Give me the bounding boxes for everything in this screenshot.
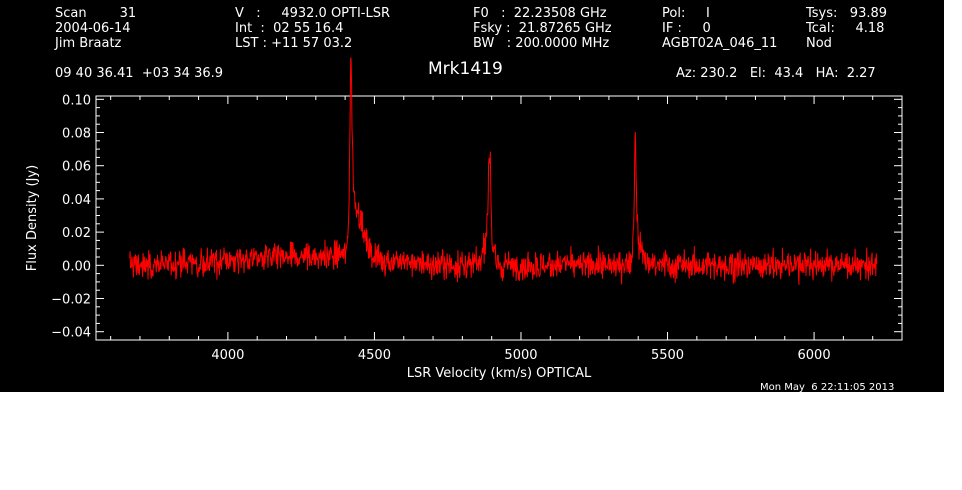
plot-window bbox=[0, 0, 944, 392]
y-tick-label: 0.04 bbox=[62, 193, 91, 208]
lst-info: LST : +11 57 03.2 bbox=[235, 36, 353, 51]
obs-date: 2004-06-14 bbox=[55, 21, 131, 36]
velocity-info: V : 4932.0 OPTI-LSR bbox=[235, 6, 391, 21]
x-axis-label: LSR Velocity (km/s) OPTICAL bbox=[407, 366, 592, 381]
y-tick-label: 0.10 bbox=[62, 93, 91, 108]
integration-info: Int : 02 55 16.4 bbox=[235, 21, 344, 36]
y-tick-label: 0.02 bbox=[62, 226, 91, 241]
proc-mode: Nod bbox=[806, 36, 832, 51]
y-tick-label: −0.02 bbox=[51, 293, 91, 308]
source-name: Mrk1419 bbox=[428, 59, 503, 79]
x-tick-label: 4000 bbox=[211, 348, 244, 363]
tcal: Tcal: 4.18 bbox=[806, 21, 885, 36]
y-axis-label: Flux Density (Jy) bbox=[25, 165, 40, 271]
x-tick-label: 4500 bbox=[358, 348, 391, 363]
rest-freq: F0 : 22.23508 GHz bbox=[473, 6, 607, 21]
y-tick-label: 0.08 bbox=[62, 127, 91, 142]
plot-timestamp: Mon May 6 22:11:05 2013 bbox=[760, 382, 895, 393]
az-el-ha: Az: 230.2 El: 43.4 HA: 2.27 bbox=[676, 66, 876, 81]
y-tick-label: 0.00 bbox=[62, 259, 91, 274]
project-id: AGBT02A_046_11 bbox=[662, 36, 778, 51]
spectrum-line bbox=[129, 57, 878, 285]
polarization: Pol: I bbox=[662, 6, 710, 21]
bandwidth: BW : 200.0000 MHz bbox=[473, 36, 610, 51]
tsys: Tsys: 93.89 bbox=[806, 6, 888, 21]
spectrum-chart: 4000 4500 5000 5500 6000 −0.04 −0.02 0.00 0.02 0.… bbox=[25, 57, 903, 381]
if-number: IF : 0 bbox=[662, 21, 711, 36]
y-tick-label: 0.06 bbox=[62, 160, 91, 175]
observer: Jim Braatz bbox=[55, 36, 122, 51]
x-tick-label: 6000 bbox=[798, 348, 831, 363]
source-coords: 09 40 36.41 +03 34 36.9 bbox=[55, 66, 224, 81]
y-tick-label: −0.04 bbox=[51, 326, 91, 341]
scan-label: Scan 31 bbox=[55, 6, 137, 21]
plot-frame bbox=[95, 95, 903, 341]
sky-freq: Fsky : 21.87265 GHz bbox=[473, 21, 612, 36]
x-tick-label: 5000 bbox=[504, 348, 537, 363]
x-tick-label: 5500 bbox=[651, 348, 684, 363]
